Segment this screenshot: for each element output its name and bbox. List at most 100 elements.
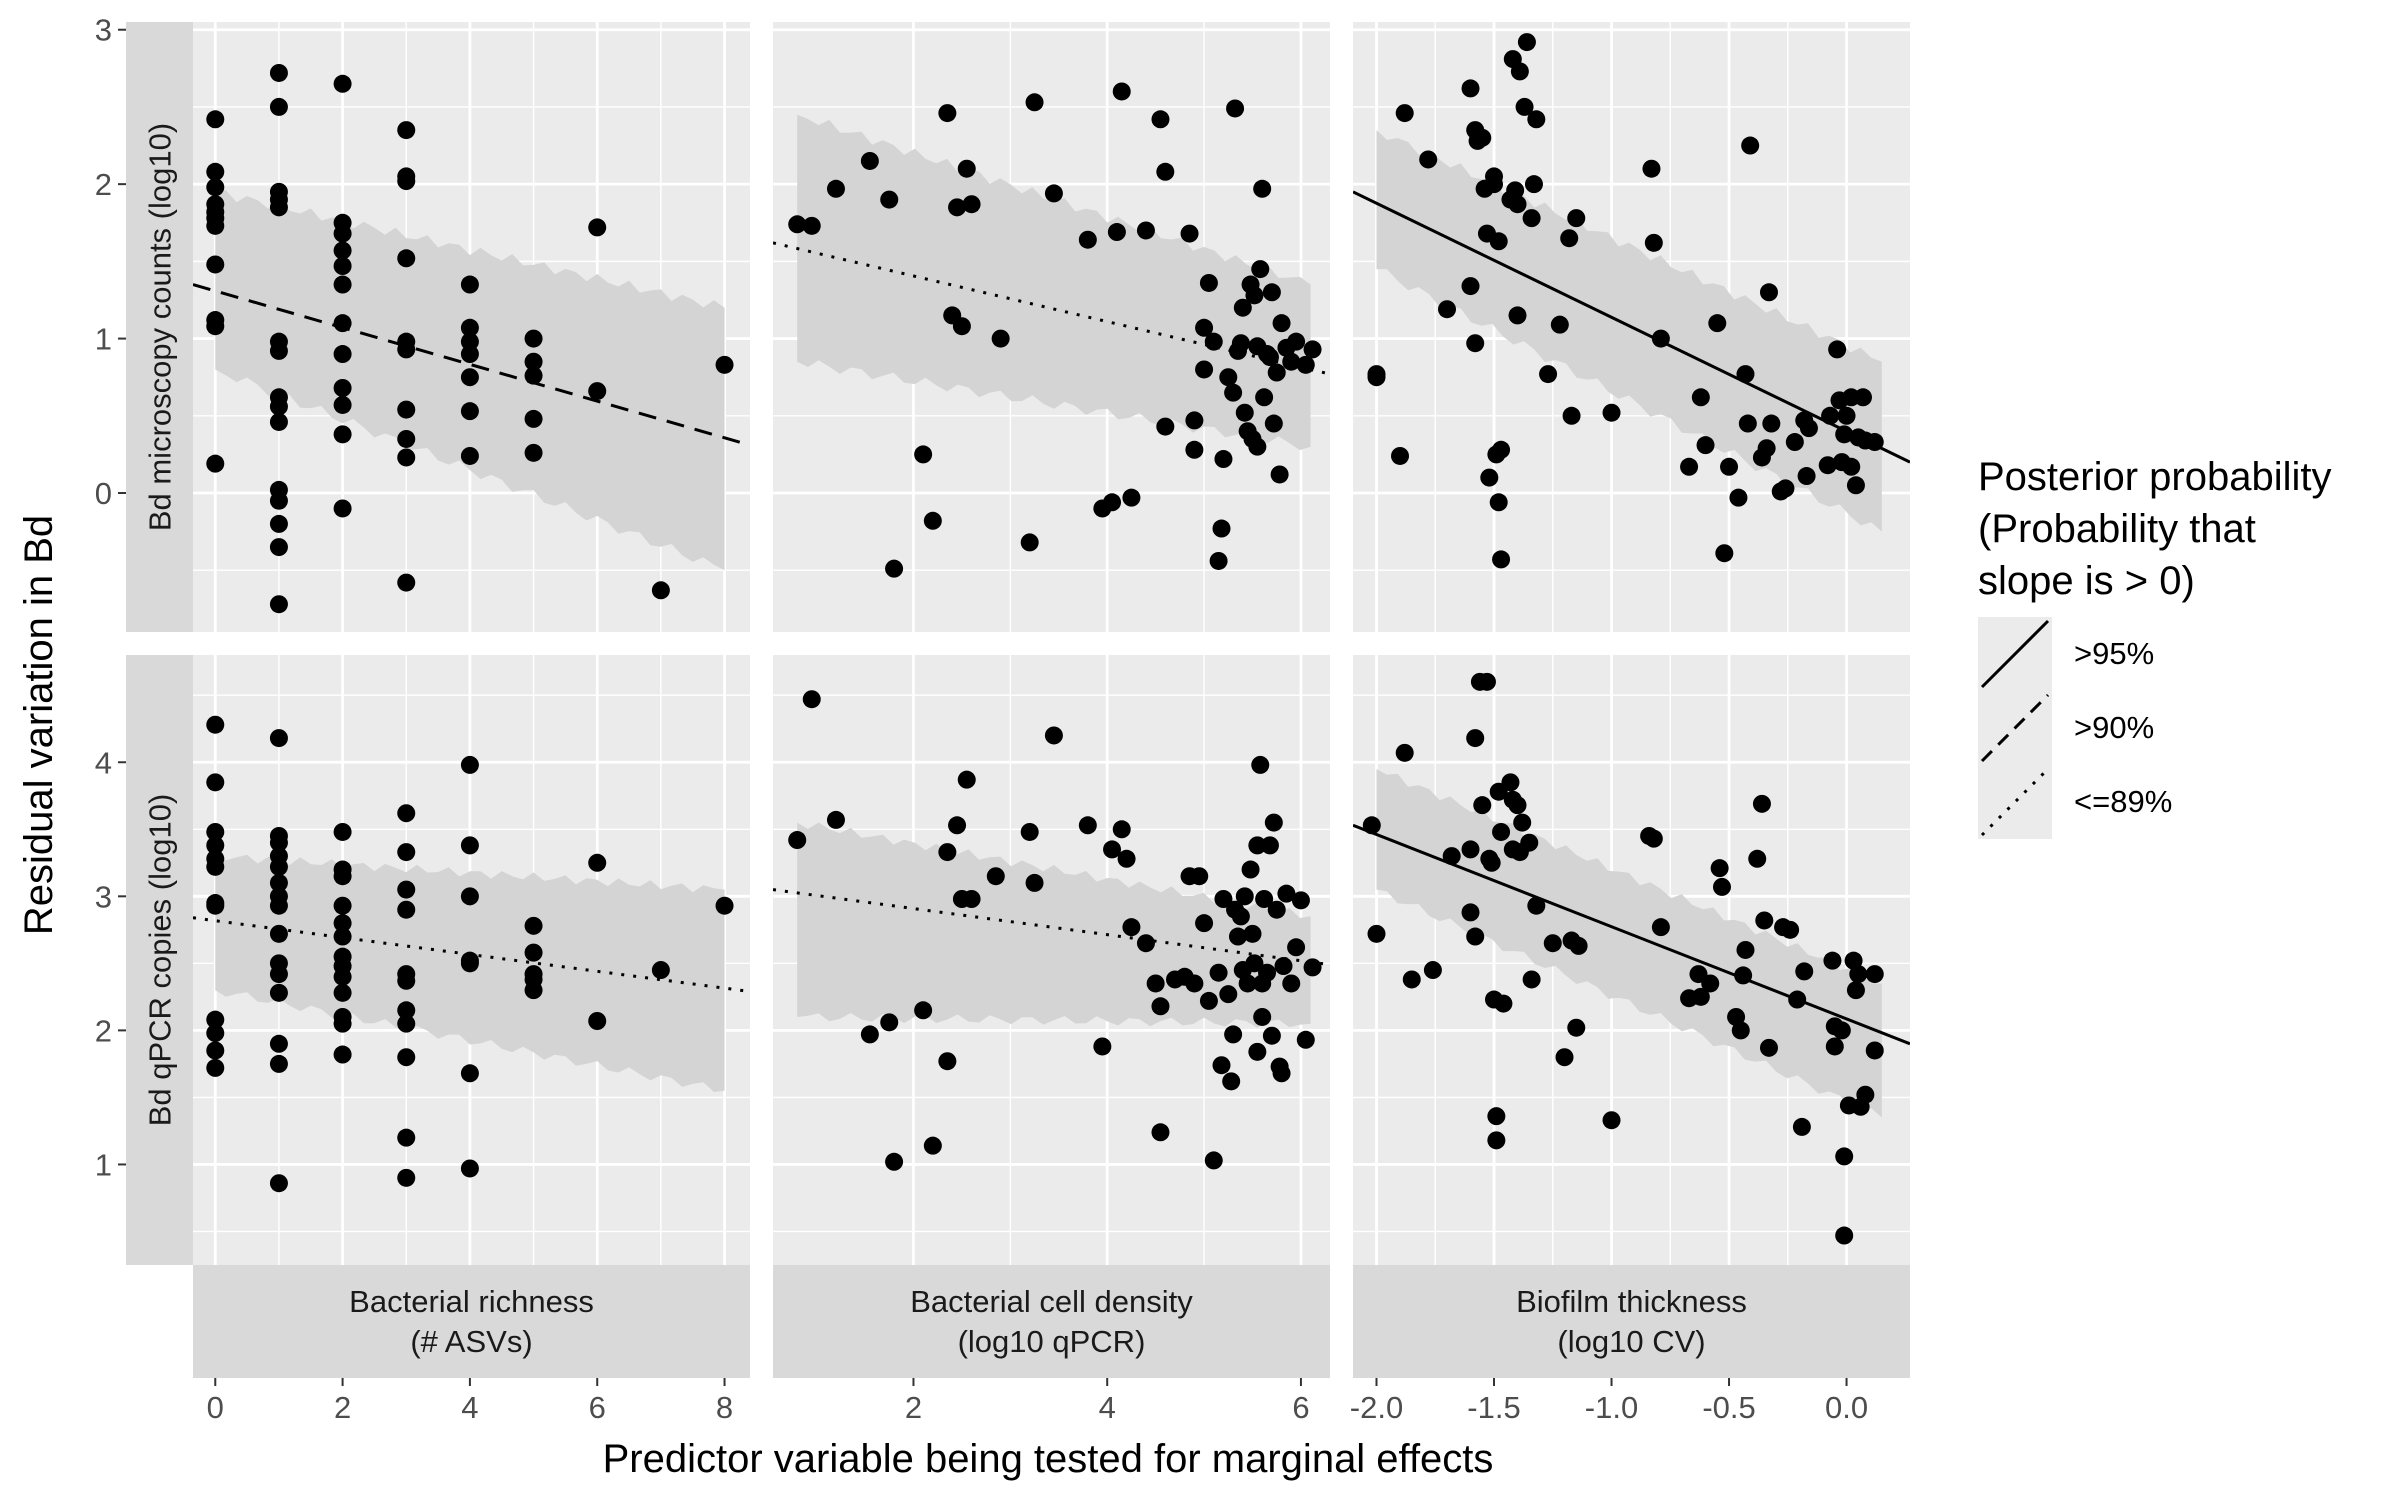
col-strip-label: (# ASVs) [410,1324,532,1359]
data-point [1199,273,1218,292]
data-point [802,690,821,709]
data-point [1248,437,1267,456]
data-point [1277,884,1296,903]
col-strip-label: Bacterial richness [349,1284,594,1319]
data-point [1712,877,1731,896]
credible-ribbon [1376,769,1882,1118]
y-tick-label: 2 [95,1013,112,1048]
data-point [1520,833,1539,852]
data-point [1245,286,1264,305]
data-point [1287,938,1306,957]
data-point [1291,891,1310,910]
data-point [1823,951,1842,970]
x-tick-label: 0.0 [1825,1390,1868,1425]
data-point [333,983,352,1002]
data-point [923,1136,942,1155]
data-point [269,1174,288,1193]
data-point [588,1012,607,1030]
data-point [1651,918,1670,937]
data-point [206,773,225,792]
data-point [880,1013,899,1032]
data-point [397,900,416,919]
data-point [397,121,416,140]
data-point [1020,533,1039,552]
data-point [333,379,352,397]
data-point [333,1045,352,1064]
data-point [1567,1018,1586,1037]
data-point [1258,963,1277,982]
data-point [962,890,981,908]
data-point [1825,1037,1844,1056]
legend: Posterior probability (Probability that s… [1978,455,2332,839]
data-point [1136,221,1155,240]
data-point [397,971,416,990]
data-point [1253,1007,1272,1026]
data-point [1025,873,1044,892]
row-strip-label: Bd qPCR copies (log10) [143,794,178,1127]
data-point [1543,934,1562,953]
data-point [1680,457,1699,476]
y-tick-label: 1 [95,322,112,357]
data-point [1214,450,1233,469]
data-point [1508,796,1527,815]
data-point [1853,388,1872,407]
data-point [1156,417,1175,436]
data-point [1715,544,1734,563]
data-point [333,1014,352,1033]
data-point [1494,994,1513,1013]
data-point [460,332,479,351]
data-point [1865,965,1884,984]
data-point [269,341,288,360]
data-point [1248,836,1267,855]
data-point [333,914,352,933]
data-point [1156,162,1175,181]
data-point [1489,493,1508,512]
data-point [1482,853,1501,872]
data-point [1642,159,1661,178]
data-point [269,63,288,82]
data-point [1146,974,1165,993]
data-point [1510,62,1529,81]
data-point [397,1001,416,1020]
data-point [1243,924,1262,943]
data-point [206,454,225,473]
data-point [206,1010,225,1029]
data-point [1513,813,1532,832]
data-point [1515,97,1534,116]
data-point [1185,974,1204,993]
data-point [1729,488,1748,507]
data-point [1569,936,1588,955]
data-point [1835,1147,1854,1166]
data-point [938,1052,957,1071]
data-point [1731,1021,1750,1040]
data-point [1287,332,1306,351]
data-point [1708,314,1727,333]
data-point [1846,981,1865,1000]
data-point [333,345,352,364]
data-point [1696,436,1715,455]
data-point [1508,195,1527,214]
data-point [952,317,971,336]
data-point [206,836,225,855]
data-point [788,215,807,234]
y-tick-label: 1 [95,1147,112,1182]
data-point [1274,957,1293,976]
data-point [397,429,416,448]
data-point [1461,79,1480,98]
data-point [460,1159,479,1178]
data-point [1212,519,1231,538]
data-point [206,110,225,129]
data-point [269,595,288,614]
data-point [333,896,352,915]
row-strip [126,655,193,1265]
data-point [1112,820,1131,839]
data-point [269,857,288,876]
data-point [1262,1026,1281,1045]
data-point [269,729,288,748]
data-point [1567,209,1586,228]
data-point [715,896,734,915]
row-strip-label: Bd microscopy counts (log10) [143,123,178,531]
data-point [1755,911,1774,930]
data-point [1473,128,1492,147]
